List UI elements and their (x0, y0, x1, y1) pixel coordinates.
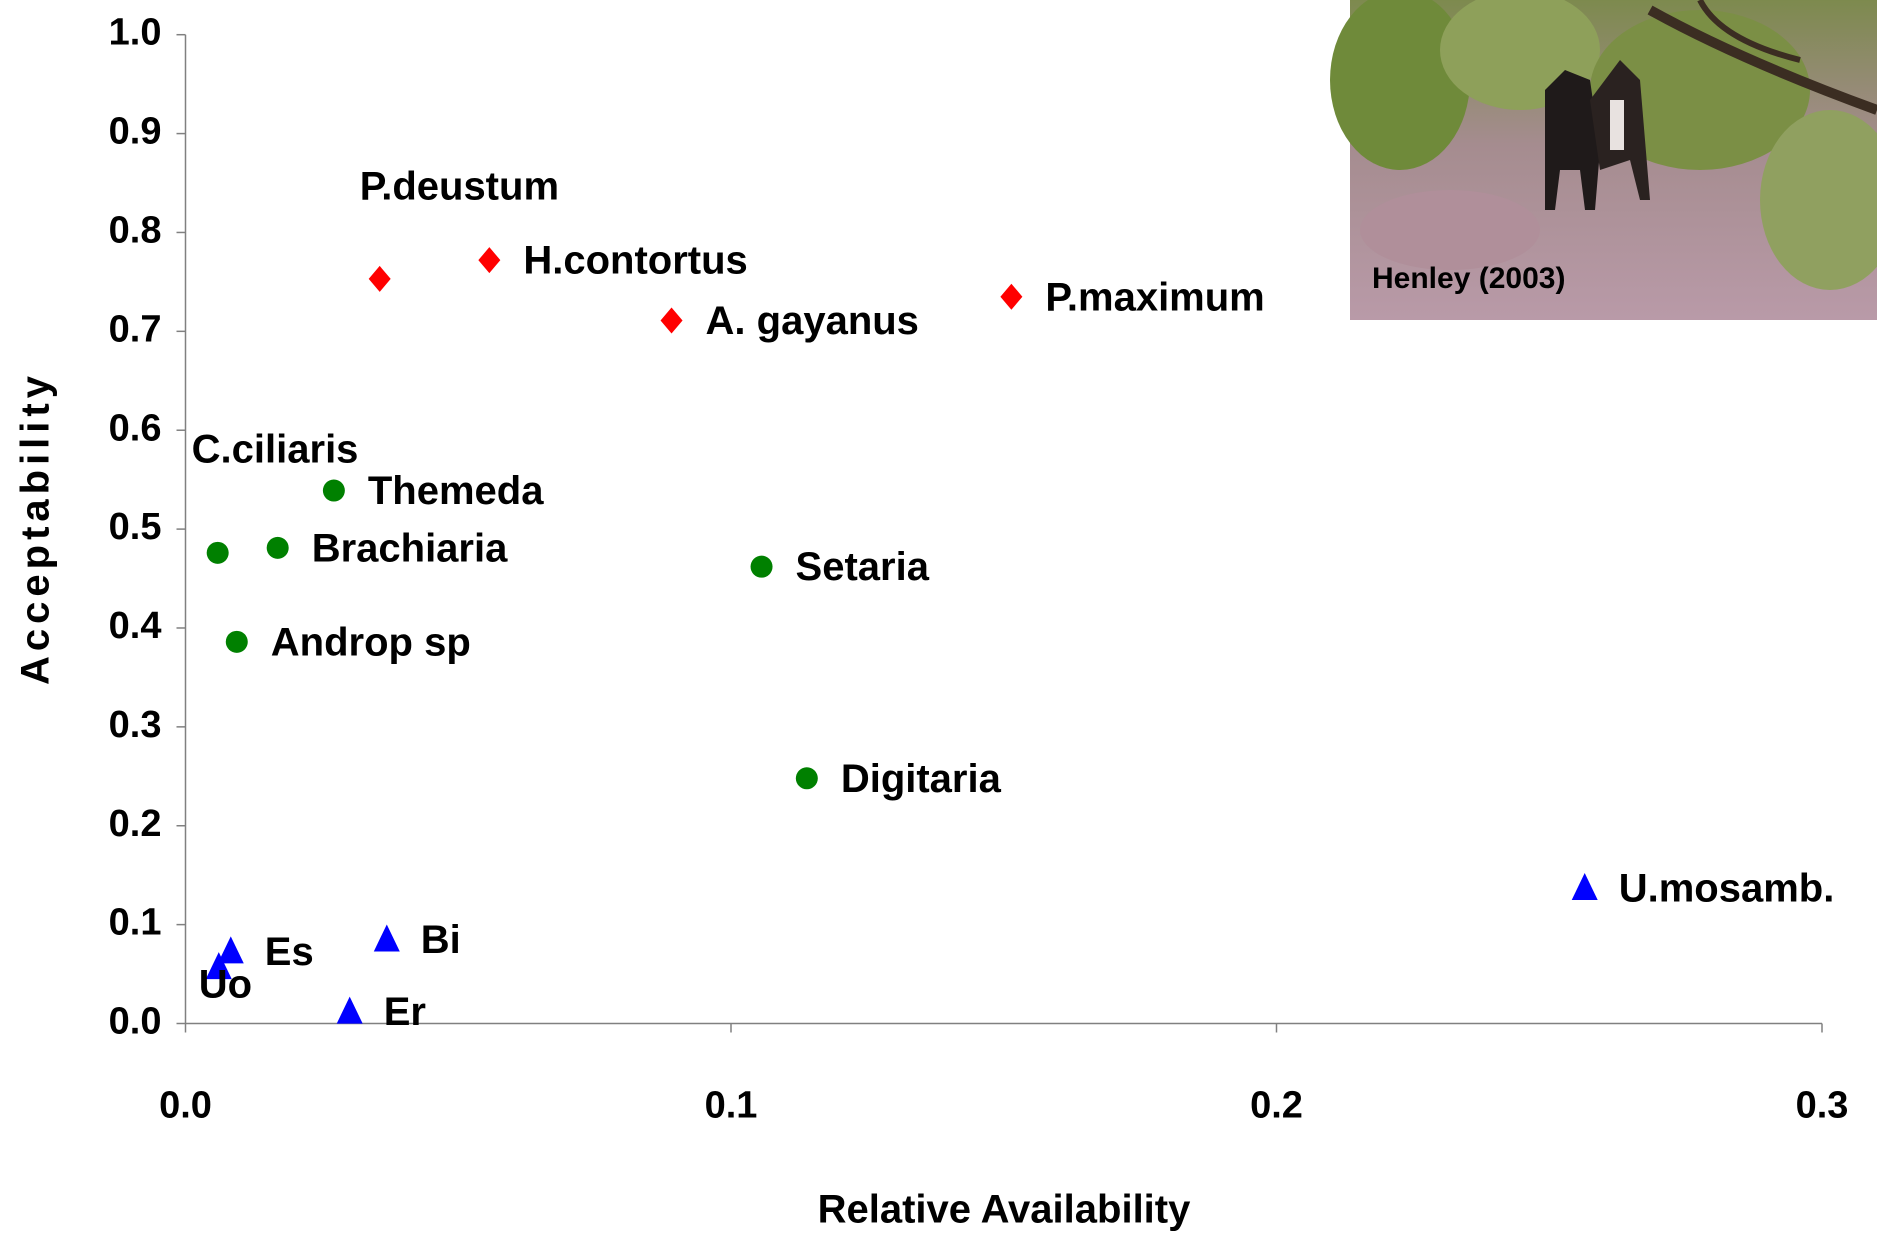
point-label: Digitaria (841, 757, 1002, 801)
inset-caption: Henley (2003) (1372, 262, 1565, 295)
point (226, 631, 248, 653)
point (207, 542, 229, 564)
point-label: A. gayanus (706, 299, 919, 343)
point-label: C.ciliaris (192, 427, 359, 471)
y-tick-label: 0.2 (109, 803, 162, 845)
point-label: H.contortus (523, 239, 747, 283)
y-tick-label: 0.7 (109, 308, 162, 350)
point (218, 936, 244, 963)
point-label: Uo (199, 963, 252, 1007)
y-tick-label: 0.8 (109, 209, 162, 251)
point-label: P.deustum (360, 164, 559, 208)
point (337, 997, 363, 1024)
point-label: Brachiaria (312, 526, 508, 570)
point (369, 266, 391, 292)
y-tick-label: 0.6 (109, 407, 162, 449)
point (1000, 284, 1022, 310)
point-label: Es (265, 930, 314, 974)
y-tick-label: 0.5 (109, 506, 162, 548)
x-tick-label: 0.2 (1250, 1085, 1303, 1127)
point-label: Bi (421, 918, 461, 962)
point-label: Themeda (368, 469, 544, 513)
x-axis-title: Relative Availability (818, 1188, 1192, 1232)
y-tick-label: 1.0 (109, 12, 162, 54)
x-tick-label: 0.1 (705, 1085, 758, 1127)
point (1572, 873, 1598, 900)
y-tick-label: 0.9 (109, 111, 162, 153)
point (478, 247, 500, 273)
point (661, 307, 683, 333)
point-label: Er (384, 990, 426, 1034)
point (796, 767, 818, 789)
y-tick-label: 0.1 (109, 902, 162, 944)
point-label: U.mosamb. (1619, 867, 1835, 911)
point (751, 556, 773, 578)
point-label: P.maximum (1045, 275, 1264, 319)
x-tick-label: 0.3 (1796, 1085, 1849, 1127)
inset-photo: Henley (2003) (1330, 0, 1877, 320)
point (267, 537, 289, 559)
y-tick-label: 0.0 (109, 1001, 162, 1043)
y-tick-label: 0.3 (109, 704, 162, 746)
point-label: Setaria (796, 545, 930, 589)
x-tick-label: 0.0 (159, 1085, 212, 1127)
point-label: Androp sp (271, 620, 471, 664)
chart: Henley (2003) Relative Availability Acce… (0, 0, 1877, 1241)
point (323, 480, 345, 502)
y-tick-label: 0.4 (109, 605, 162, 647)
point (374, 924, 400, 951)
y-axis-title: Acceptability (14, 371, 58, 685)
